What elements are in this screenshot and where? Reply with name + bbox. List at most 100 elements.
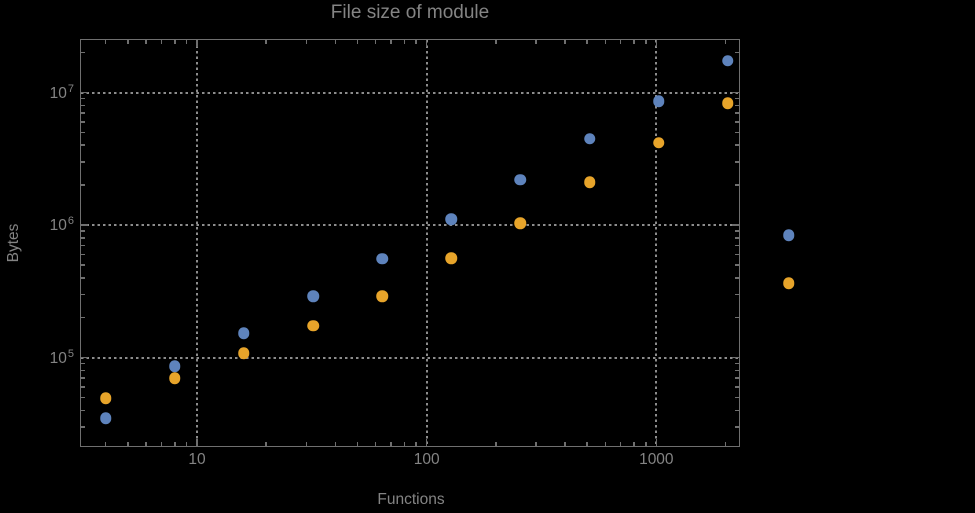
y-tick <box>81 426 85 428</box>
blue-data-point <box>722 55 734 67</box>
x-tick <box>160 40 163 44</box>
y-tick <box>81 244 85 247</box>
y-gridline <box>81 91 739 94</box>
y-tick <box>81 386 85 388</box>
y-tick <box>81 121 85 123</box>
x-gridline <box>425 40 428 446</box>
y-tick <box>735 144 739 146</box>
y-tick <box>735 293 739 296</box>
y-tick <box>81 184 85 186</box>
y-tick <box>735 264 739 266</box>
y-tick <box>735 131 739 134</box>
y-tick <box>735 184 739 186</box>
x-tick <box>374 40 377 44</box>
y-tick <box>81 51 85 54</box>
blue-data-point <box>445 213 458 225</box>
y-tick <box>81 396 85 399</box>
orange-data-point <box>376 290 388 302</box>
chart-title: File size of module <box>330 2 490 23</box>
x-tick <box>145 442 147 446</box>
x-tick <box>586 442 588 446</box>
x-tick <box>305 40 308 44</box>
y-tick <box>735 104 739 107</box>
x-tick <box>633 442 635 446</box>
y-tick <box>81 112 85 114</box>
y-tick <box>735 161 739 163</box>
y-tick <box>735 237 739 239</box>
x-tick <box>633 40 635 44</box>
y-tick <box>735 386 739 388</box>
x-tick <box>564 442 566 446</box>
x-tick <box>356 442 359 446</box>
x-tick <box>160 442 163 446</box>
orange-data-point <box>99 392 112 404</box>
orange-data-point <box>169 372 181 384</box>
blue-data-point <box>583 133 596 145</box>
x-tick <box>495 442 497 446</box>
y-tick <box>81 230 85 232</box>
y-tick <box>735 362 739 365</box>
x-axis-label: Functions <box>377 491 445 508</box>
y-tick <box>81 131 85 134</box>
y-tick <box>81 97 85 100</box>
blue-data-point <box>307 290 319 302</box>
x-tick-label: 10 <box>188 451 206 468</box>
y-axis-label: Bytes <box>5 223 22 263</box>
x-tick <box>645 442 647 446</box>
y-tick <box>81 293 85 296</box>
x-tick <box>724 442 727 446</box>
x-tick <box>334 442 337 446</box>
x-tick <box>305 442 308 446</box>
blue-data-point <box>514 174 527 186</box>
x-tick <box>196 439 198 446</box>
x-tick <box>390 40 392 44</box>
orange-data-point <box>722 97 734 109</box>
y-tick <box>732 356 739 359</box>
x-tick <box>415 442 417 446</box>
y-tick <box>81 237 85 239</box>
blue-data-point <box>783 229 795 241</box>
x-tick <box>535 442 537 446</box>
y-tick-label: 106 <box>49 215 74 235</box>
y-tick <box>735 426 739 428</box>
x-tick <box>604 40 607 44</box>
y-tick <box>81 161 85 163</box>
x-tick <box>174 40 176 44</box>
x-tick <box>564 40 566 44</box>
y-tick <box>81 104 85 107</box>
y-tick-label: 107 <box>49 82 74 102</box>
orange-data-point <box>652 137 665 149</box>
x-tick <box>415 40 417 44</box>
x-gridline <box>196 40 198 446</box>
y-tick <box>81 356 88 359</box>
x-tick <box>127 40 129 44</box>
orange-data-point <box>783 277 795 289</box>
y-tick <box>735 253 739 256</box>
y-tick <box>81 253 85 256</box>
y-tick <box>735 409 739 412</box>
y-tick <box>735 316 739 319</box>
x-tick <box>104 40 107 44</box>
x-tick <box>356 40 359 44</box>
y-tick <box>735 230 739 232</box>
x-tick <box>174 442 176 446</box>
x-tick <box>645 40 647 44</box>
blue-data-point <box>169 360 181 372</box>
blue-data-point <box>652 95 665 107</box>
y-gridline <box>81 224 739 227</box>
x-tick <box>403 40 406 44</box>
orange-data-point <box>238 347 250 359</box>
y-tick <box>81 277 85 279</box>
y-tick <box>732 91 739 94</box>
y-tick <box>81 316 85 319</box>
y-tick <box>735 377 739 379</box>
x-tick <box>586 40 588 44</box>
y-tick-label: 105 <box>49 347 74 367</box>
y-tick <box>735 396 739 399</box>
x-tick <box>403 442 406 446</box>
plot-frame <box>80 39 740 447</box>
y-tick <box>732 224 739 226</box>
x-tick <box>265 40 267 44</box>
blue-data-point <box>376 253 388 265</box>
